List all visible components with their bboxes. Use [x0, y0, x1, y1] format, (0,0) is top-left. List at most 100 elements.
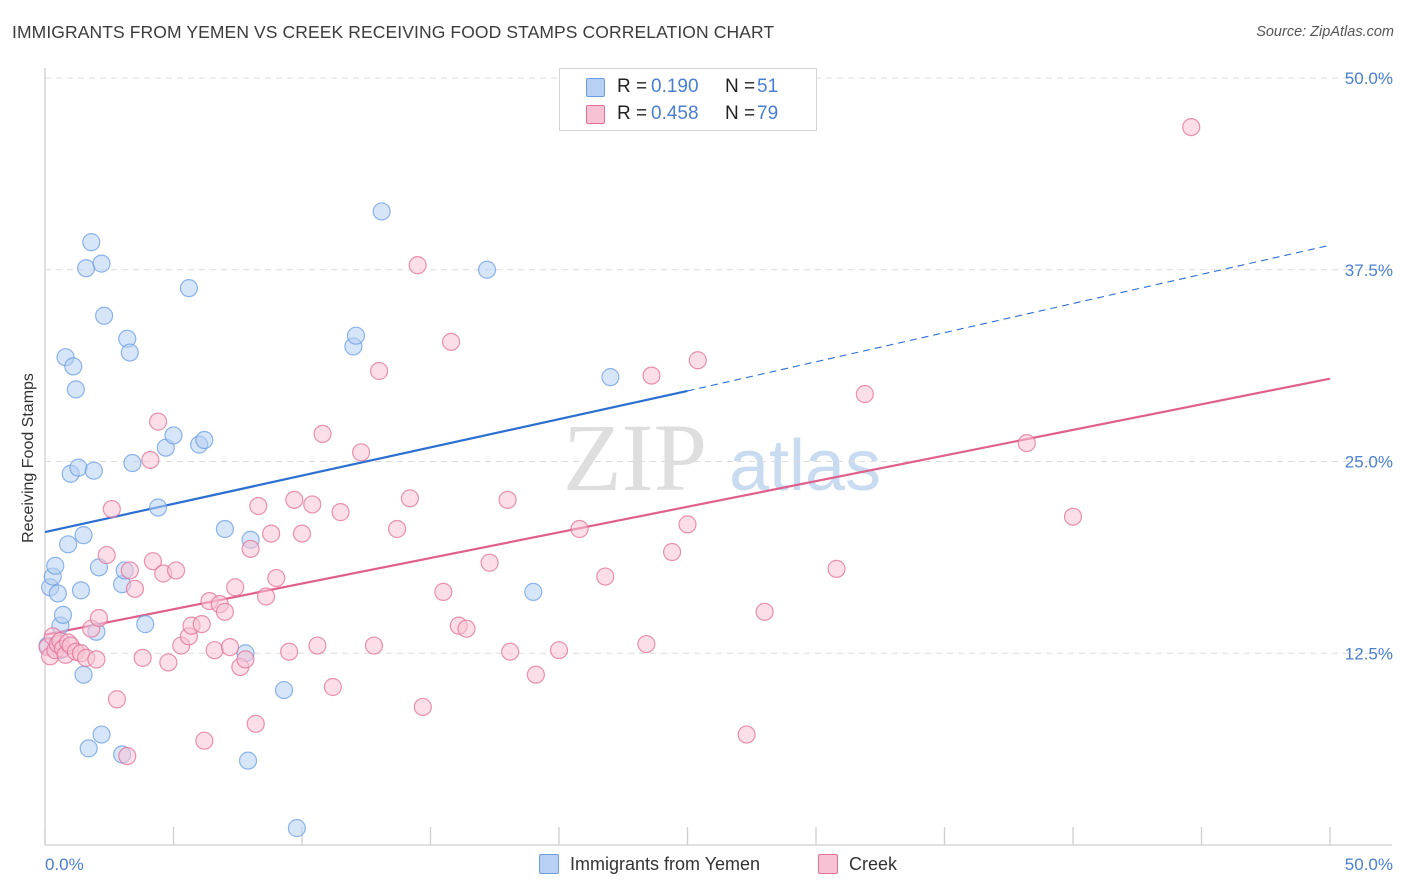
- creek-point: [501, 642, 520, 661]
- creek-point: [226, 578, 245, 597]
- yemen-point: [95, 306, 114, 325]
- creek-point: [408, 256, 427, 275]
- creek-point: [262, 524, 281, 543]
- creek-point: [246, 714, 265, 733]
- legend-n-label: N =: [725, 76, 756, 97]
- yemen-point: [179, 279, 199, 298]
- y-tick-label: 12.5%: [1345, 644, 1393, 663]
- yemen-point: [120, 343, 139, 362]
- x-tick-label: 50.0%: [1345, 855, 1393, 874]
- creek-point: [195, 731, 214, 750]
- bottom-legend-yemen-label: Immigrants from Yemen: [570, 853, 761, 874]
- watermark-zip: ZIP: [563, 404, 707, 511]
- creek-point: [526, 665, 545, 684]
- creek-point: [236, 650, 255, 669]
- yemen-point: [477, 260, 497, 279]
- creek-point: [192, 615, 211, 634]
- yemen-swatch: [586, 77, 605, 97]
- creek-point: [855, 384, 874, 404]
- yemen-point: [238, 751, 258, 770]
- creek-point: [457, 619, 476, 638]
- legend-r-value: 0.190: [651, 76, 699, 97]
- creek-point: [413, 697, 432, 717]
- creek-point: [303, 495, 322, 514]
- creek-point: [313, 424, 332, 443]
- creek-point: [387, 519, 407, 539]
- creek-point: [570, 519, 589, 539]
- yemen-point: [53, 605, 73, 625]
- yemen-point: [79, 739, 98, 758]
- legend-row-creek: R = 0.458 N = 79: [586, 101, 778, 127]
- yemen-point: [92, 254, 111, 273]
- bottom-legend-yemen: Immigrants from Yemen: [539, 851, 760, 877]
- creek-point: [637, 634, 656, 654]
- creek-point: [141, 450, 160, 470]
- y-tick-label: 50.0%: [1345, 69, 1393, 88]
- creek-point: [827, 559, 846, 578]
- creek-point: [364, 636, 384, 655]
- yemen-point: [287, 819, 306, 838]
- creek-point: [97, 545, 116, 565]
- legend-n-label: N =: [725, 103, 756, 124]
- y-tick-label: 25.0%: [1345, 453, 1393, 472]
- creek-point: [678, 515, 697, 534]
- source-label: Source: ZipAtlas.com: [1256, 24, 1394, 40]
- creek-point: [87, 650, 106, 669]
- yemen-point: [82, 233, 101, 252]
- bottom-legend-creek-label: Creek: [849, 853, 898, 874]
- legend-r-label: R =: [617, 103, 648, 124]
- creek-point: [125, 579, 145, 598]
- yemen-point: [92, 725, 111, 744]
- creek-point: [308, 636, 327, 655]
- creek-point: [1182, 117, 1201, 137]
- creek-point: [249, 496, 268, 516]
- creek-point: [323, 677, 342, 697]
- yemen-point: [74, 526, 93, 545]
- creek-point: [205, 641, 224, 660]
- yemen-point: [69, 458, 88, 477]
- creek-point: [159, 653, 178, 672]
- creek-point: [280, 642, 299, 661]
- creek-point: [241, 539, 260, 559]
- creek-point: [549, 641, 569, 660]
- creek-point: [292, 524, 312, 543]
- creek-point: [285, 490, 304, 509]
- yemen-point: [274, 680, 294, 700]
- creek-point: [642, 366, 661, 385]
- yemen-swatch: [539, 854, 559, 874]
- yemen-point: [59, 535, 78, 554]
- yemen-point: [148, 498, 168, 517]
- yemen-point: [48, 584, 67, 603]
- creek-point: [480, 553, 499, 572]
- creek-point: [133, 648, 152, 667]
- y-tick-label: 37.5%: [1345, 261, 1393, 280]
- creek-point: [1017, 433, 1036, 453]
- creek-point: [148, 412, 168, 431]
- yemen-point: [123, 453, 142, 473]
- creek-point: [143, 552, 163, 571]
- creek-point: [89, 608, 109, 628]
- yemen-point: [195, 430, 214, 450]
- yemen-point: [64, 357, 83, 376]
- creek-point: [215, 602, 234, 621]
- creek-point: [441, 332, 461, 351]
- chart-title: IMMIGRANTS FROM YEMEN VS CREEK RECEIVING…: [12, 22, 775, 42]
- yemen-trend-extension: [687, 244, 1331, 392]
- creek-point: [688, 351, 707, 370]
- y-axis-label: Receiving Food Stamps: [20, 373, 37, 543]
- creek-point: [498, 490, 517, 509]
- yemen-point: [136, 615, 155, 634]
- creek-point: [107, 690, 127, 709]
- legend-n-value: 51: [757, 76, 779, 97]
- yemen-point: [84, 461, 103, 480]
- bottom-legend-creek: Creek: [818, 851, 897, 877]
- creek-swatch: [586, 104, 605, 124]
- legend-n-value: 79: [757, 103, 779, 124]
- yemen-point: [46, 556, 65, 575]
- creek-point: [400, 489, 420, 508]
- creek-point: [220, 638, 240, 657]
- creek-point: [256, 587, 276, 606]
- yemen-point: [524, 582, 543, 601]
- creek-point: [267, 568, 286, 588]
